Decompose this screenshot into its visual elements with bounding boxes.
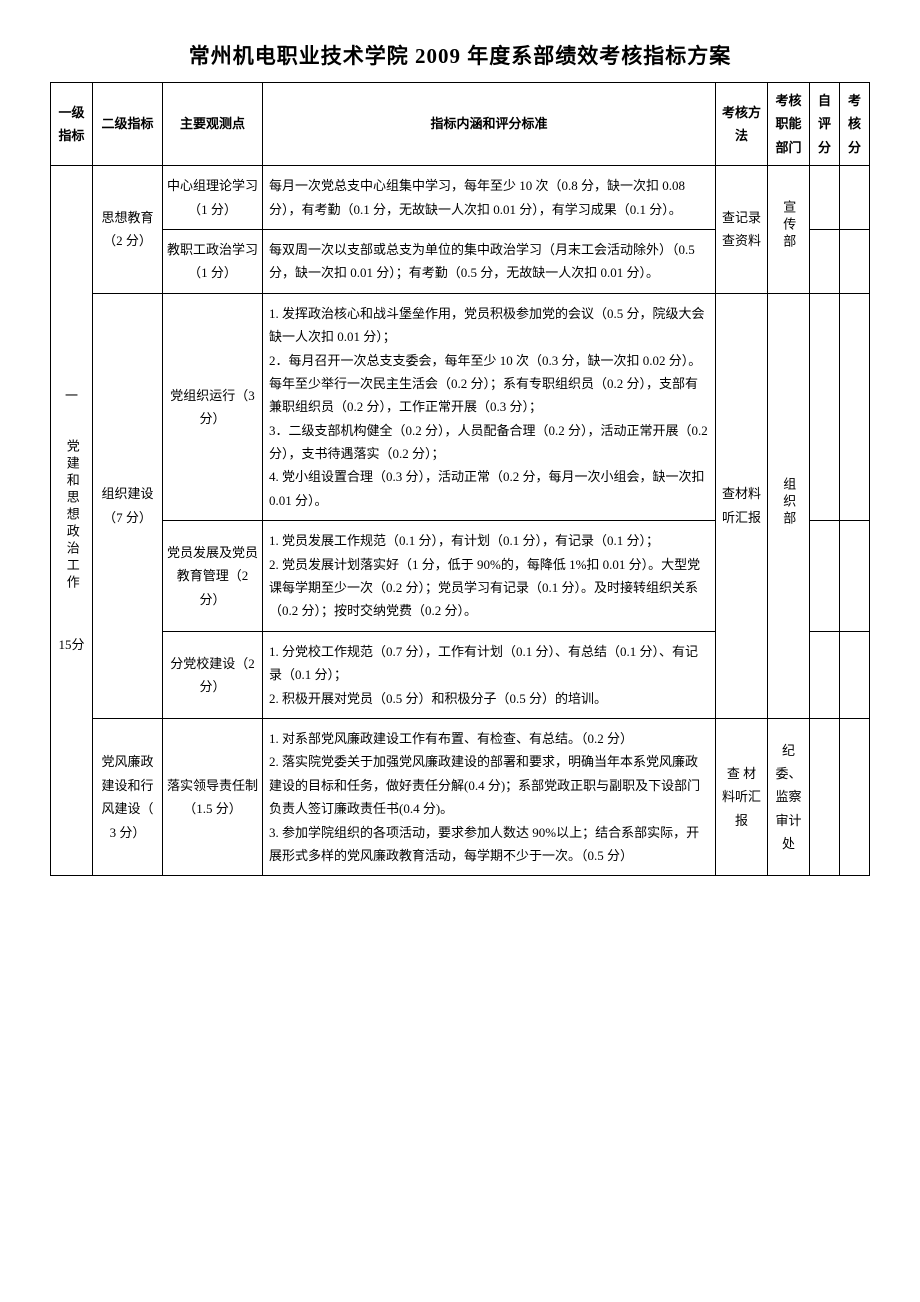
observation-cell: 党员发展及党员教育管理（2 分） [163,521,263,632]
content-cell: 1. 对系部党风廉政建设工作有布置、有检查、有总结。（0.2 分）2. 落实院党… [263,718,716,875]
observation-cell: 落实领导责任制（1.5 分） [163,718,263,875]
assess-score-cell [840,166,870,230]
level1-line1: 一 [65,388,78,403]
header-self-score: 自评分 [810,83,840,166]
document-title: 常州机电职业技术学院 2009 年度系部绩效考核指标方案 [50,40,870,70]
content-cell: 1. 发挥政治核心和战斗堡垒作用，党员积极参加党的会议（0.5 分，院级大会缺一… [263,293,716,521]
assess-score-cell [840,631,870,718]
level1-cell: 一 党建和思想政治工作 15分 [51,166,93,876]
method-cell: 查记录查资料 [716,166,768,294]
observation-cell: 中心组理论学习（1 分） [163,166,263,230]
content-cell: 1. 党员发展工作规范（0.1 分），有计划（0.1 分），有记录（0.1 分）… [263,521,716,632]
table-row: 组织建设（7 分） 党组织运行（3 分） 1. 发挥政治核心和战斗堡垒作用，党员… [51,293,870,521]
self-score-cell [810,521,840,632]
method-cell: 查材料听汇报 [716,293,768,718]
dept-cell: 组织部 [768,293,810,718]
header-level2: 二级指标 [93,83,163,166]
assessment-table: 一级指标 二级指标 主要观测点 指标内涵和评分标准 考核方法 考核职能部门 自评… [50,82,870,876]
dept-cell: 纪委、监察审计处 [768,718,810,875]
observation-cell: 党组织运行（3 分） [163,293,263,521]
header-level1: 一级指标 [51,83,93,166]
header-row: 一级指标 二级指标 主要观测点 指标内涵和评分标准 考核方法 考核职能部门 自评… [51,83,870,166]
header-method: 考核方法 [716,83,768,166]
level1-title: 党建和思想政治工作 [57,439,86,592]
level2-cell: 党风廉政建设和行风建设（ 3 分） [93,718,163,875]
self-score-cell [810,631,840,718]
observation-cell: 分党校建设（2 分） [163,631,263,718]
self-score-cell [810,293,840,521]
assess-score-cell [840,229,870,293]
content-cell: 每双周一次以支部或总支为单位的集中政治学习（月末工会活动除外）（0.5 分，缺一… [263,229,716,293]
self-score-cell [810,718,840,875]
method-cell: 查 材 料听汇报 [716,718,768,875]
assess-score-cell [840,521,870,632]
self-score-cell [810,229,840,293]
level1-score: 15分 [58,637,84,652]
level2-cell: 组织建设（7 分） [93,293,163,718]
assess-score-cell [840,718,870,875]
table-row: 一 党建和思想政治工作 15分 思想教育（2 分） 中心组理论学习（1 分） 每… [51,166,870,230]
table-row: 党风廉政建设和行风建设（ 3 分） 落实领导责任制（1.5 分） 1. 对系部党… [51,718,870,875]
header-assess-score: 考核分 [840,83,870,166]
header-department: 考核职能部门 [768,83,810,166]
content-cell: 每月一次党总支中心组集中学习，每年至少 10 次（0.8 分，缺一次扣 0.08… [263,166,716,230]
header-observation: 主要观测点 [163,83,263,166]
content-cell: 1. 分党校工作规范（0.7 分），工作有计划（0.1 分）、有总结（0.1 分… [263,631,716,718]
header-content: 指标内涵和评分标准 [263,83,716,166]
self-score-cell [810,166,840,230]
assess-score-cell [840,293,870,521]
dept-cell: 宣传部 [768,166,810,294]
level2-cell: 思想教育（2 分） [93,166,163,294]
observation-cell: 教职工政治学习（1 分） [163,229,263,293]
